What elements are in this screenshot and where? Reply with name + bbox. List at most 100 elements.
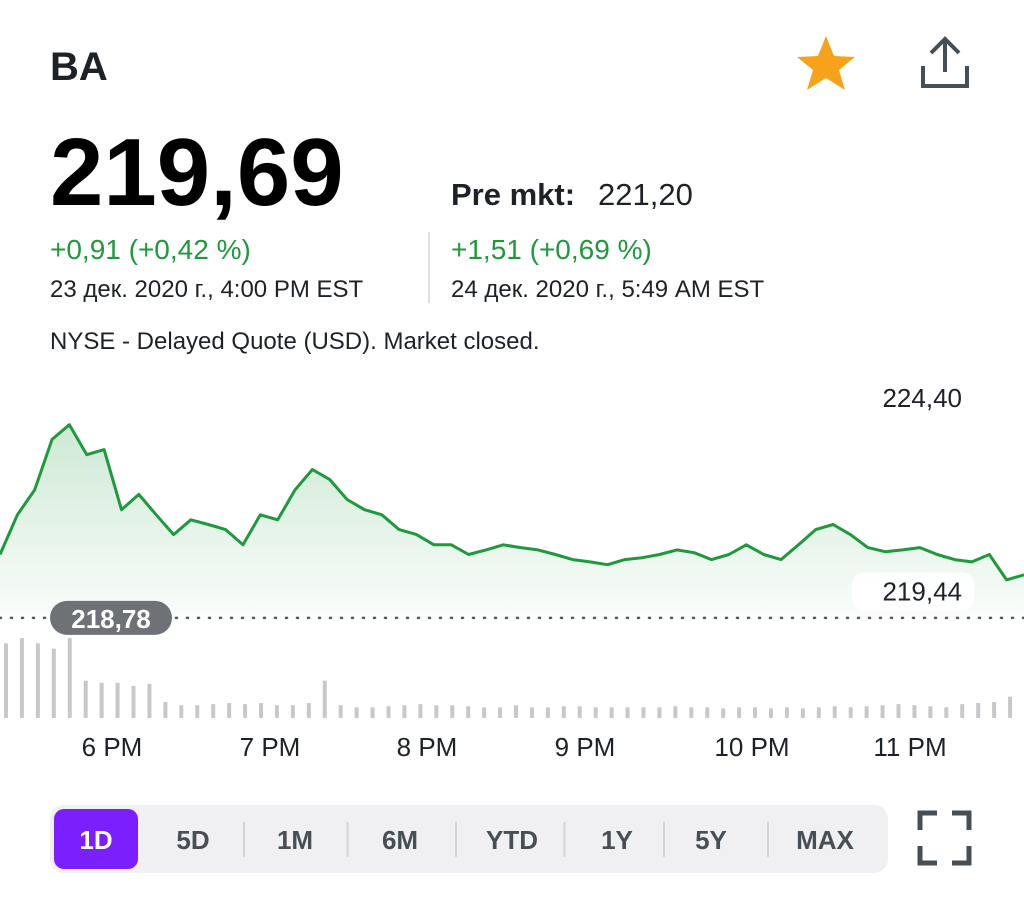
range-button[interactable]: 1Y <box>601 825 633 855</box>
range-button[interactable]: 1M <box>277 825 313 855</box>
pre-market-price: 221,20 <box>598 177 693 212</box>
volume-bar <box>641 707 646 718</box>
area-fill <box>0 424 1024 618</box>
volume-bar <box>434 705 439 718</box>
volume-bar <box>338 705 343 718</box>
volume-bar <box>386 706 391 718</box>
ticker: BA <box>50 45 108 89</box>
volume-bar <box>593 707 598 718</box>
volume-bar <box>274 705 279 718</box>
volume-bar <box>195 705 200 718</box>
volume-bar <box>737 707 742 718</box>
range-button[interactable]: 1D <box>79 825 112 855</box>
volume-bar <box>115 682 120 718</box>
volume-bar <box>609 707 614 718</box>
y-tick-label: 219,44 <box>882 576 962 606</box>
volume-bar <box>673 706 678 718</box>
x-tick-label: 8 PM <box>397 732 458 762</box>
y-label-bg <box>852 572 974 611</box>
volume-bar <box>912 705 917 718</box>
pre-market-time: 24 дек. 2020 г., 5:49 AM EST <box>451 276 765 303</box>
volume-bar <box>1008 696 1013 718</box>
x-tick-label: 7 PM <box>240 732 301 762</box>
volume-bar <box>163 702 168 718</box>
range-button[interactable]: 5D <box>176 825 209 855</box>
range-button[interactable]: YTD <box>486 825 538 855</box>
volume-bar <box>514 705 518 718</box>
price-line <box>0 423 1024 582</box>
volume-bar <box>290 705 295 718</box>
volume-bar <box>832 706 837 718</box>
volume-bar <box>816 707 821 718</box>
range-button[interactable]: 5Y <box>695 825 727 855</box>
volume-bar <box>211 704 216 718</box>
x-tick-label: 10 PM <box>714 732 789 762</box>
volume-bar <box>800 708 805 718</box>
volume-bar <box>418 704 423 718</box>
volume-bar <box>35 643 40 718</box>
range-button[interactable]: MAX <box>796 825 854 855</box>
volume-bar <box>498 707 503 718</box>
volume-bar <box>769 708 773 718</box>
previous-close-label: 218,78 <box>71 604 151 634</box>
share-icon[interactable] <box>921 36 969 88</box>
chart: 218,78 224,40 219,44 6 PM 7 PM 8 PM 9 PM 10 PM 1… <box>0 379 1024 762</box>
volume-bar <box>450 705 455 718</box>
volume-bar <box>131 686 136 718</box>
previous-close-pill <box>50 600 172 635</box>
volume-bar <box>83 680 88 718</box>
volume-bar <box>147 683 152 718</box>
quote-note: NYSE - Delayed Quote (USD). Market close… <box>50 328 540 355</box>
price: 219,69 <box>50 119 344 226</box>
range-button[interactable]: 6M <box>382 825 418 855</box>
volume-bar <box>4 643 8 718</box>
range-selected[interactable] <box>54 809 138 869</box>
volume-bar <box>227 703 232 718</box>
volume-bar <box>896 704 901 718</box>
volume-bar <box>657 707 662 718</box>
volume-bar <box>689 707 694 718</box>
y-label-bg <box>852 379 974 417</box>
fullscreen-icon[interactable] <box>917 810 972 866</box>
volume-bar <box>99 682 104 718</box>
volume-bar <box>466 706 471 718</box>
volume-bar <box>960 704 965 718</box>
volume-bar <box>322 680 327 718</box>
volume-bar <box>306 703 311 718</box>
pre-market-change: +1,51 (+0,69 %) <box>451 234 652 265</box>
volume-bar <box>51 648 56 718</box>
x-tick-label: 11 PM <box>873 732 946 762</box>
volume-bar <box>259 703 263 718</box>
volume-bar <box>928 706 933 718</box>
favorite-star[interactable] <box>797 36 855 90</box>
volume-bar <box>402 705 407 718</box>
volume-bar <box>179 705 184 718</box>
volume-bar <box>753 707 758 718</box>
volume-bar <box>243 704 248 718</box>
volume-bar <box>354 707 359 718</box>
volume-bar <box>992 702 997 718</box>
volume-bar <box>370 707 375 718</box>
y-tick-label: 224,40 <box>882 383 962 413</box>
volume-bar <box>482 707 487 718</box>
volume-bar <box>67 638 72 718</box>
volume-bar <box>784 707 789 718</box>
volume-bar <box>529 707 534 718</box>
change-time: 23 дек. 2020 г., 4:00 PM EST <box>50 276 364 303</box>
x-tick-label: 6 PM <box>82 732 143 762</box>
volume-bar <box>705 707 710 718</box>
volume-bar <box>976 703 981 718</box>
volume-bar <box>625 707 630 718</box>
volume-bar <box>577 706 582 718</box>
volume-bar <box>880 705 885 718</box>
range-selector: 1D 5D 1M 6M YTD 1Y 5Y MAX <box>54 809 855 869</box>
volume-bar <box>864 706 869 718</box>
volume-bar <box>561 706 566 718</box>
x-tick-label: 9 PM <box>555 732 616 762</box>
volume-bar <box>19 638 24 718</box>
range-bar <box>50 805 888 873</box>
volume-bar <box>721 708 726 718</box>
volume-bar <box>848 707 853 718</box>
